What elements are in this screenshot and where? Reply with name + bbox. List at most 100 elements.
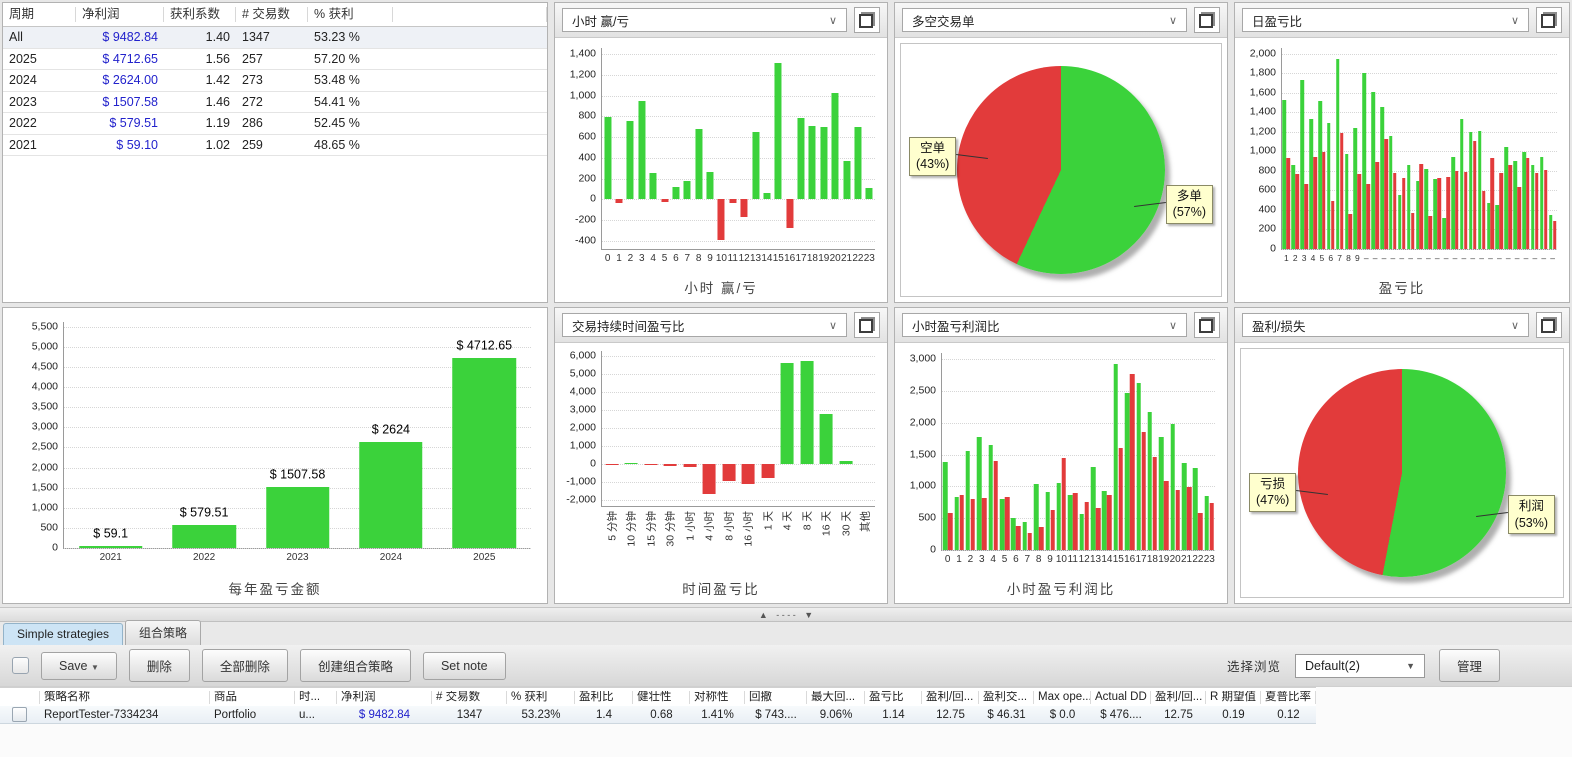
bar: [1415, 180, 1420, 249]
bar: [1113, 363, 1119, 550]
create-portfolio-button[interactable]: 创建组合策略: [299, 649, 411, 682]
select-all-checkbox[interactable]: [12, 657, 29, 674]
bar: [1548, 215, 1553, 249]
bar: [1455, 171, 1459, 249]
gridline: [942, 454, 1215, 456]
collapse-up-icon[interactable]: ▲: [758, 610, 768, 620]
gridline: [942, 359, 1215, 361]
tab-simple-strategies[interactable]: Simple strategies: [3, 623, 124, 645]
tab-portfolio-strategies[interactable]: 组合策略: [125, 620, 202, 645]
stats-cell: $ 2624.00: [102, 73, 158, 88]
bar: [683, 181, 691, 200]
strategy-cell: $ 0.0: [1049, 708, 1076, 721]
copy-chart-button[interactable]: [854, 312, 880, 338]
chart-select-dropdown[interactable]: 日盈亏比 ∨: [1242, 8, 1529, 32]
x-tick-label: 4: [990, 554, 996, 565]
x-tick-label: 8 小时: [723, 511, 736, 541]
gridline: [1282, 92, 1557, 94]
copy-chart-button[interactable]: [1536, 312, 1562, 338]
bar: [624, 462, 638, 464]
bar: [982, 498, 987, 550]
pie-callout: 多单 (57%): [1133, 185, 1213, 224]
chart-select-dropdown[interactable]: 盈利/损失 ∨: [1242, 313, 1529, 337]
bar: [977, 436, 982, 550]
y-tick-label: 0: [930, 543, 936, 556]
bar: [1107, 495, 1112, 550]
strategy-column-header: 对称性: [690, 690, 745, 704]
pie-frame: 利润 (53%) 亏损 (47%): [1240, 348, 1564, 598]
y-tick-label: 0: [52, 541, 58, 554]
copy-chart-button[interactable]: [1536, 7, 1562, 33]
chart-select-dropdown[interactable]: 小时盈亏利润比 ∨: [902, 313, 1187, 337]
bar: [839, 461, 853, 464]
x-tick-label: 2022: [192, 552, 216, 563]
gridline: [1282, 112, 1557, 114]
gridline: [64, 447, 531, 449]
strategy-column-header: Actual DD: [1091, 690, 1151, 704]
delete-button[interactable]: 删除: [128, 649, 190, 682]
bar: [1079, 513, 1084, 550]
stats-row: 2022 $ 579.51 1.19 286 52.45 %: [3, 113, 547, 135]
x-tick-label: –: [1514, 253, 1520, 263]
x-tick-label: –: [1443, 253, 1449, 263]
x-tick-label: 18: [1146, 554, 1158, 565]
bar: [729, 199, 737, 204]
bar: [808, 125, 816, 200]
chart-select-dropdown[interactable]: 多空交易单 ∨: [902, 8, 1187, 32]
bar: [1539, 156, 1544, 249]
collapse-down-icon[interactable]: ▼: [804, 610, 814, 620]
browse-select[interactable]: Default(2) ▼: [1294, 653, 1425, 678]
copy-chart-button[interactable]: [1194, 312, 1220, 338]
bar: [663, 463, 677, 467]
bar: [1004, 496, 1010, 550]
bar: [1472, 141, 1477, 249]
copy-chart-button[interactable]: [1194, 7, 1220, 33]
bar-value-label: $ 579.51: [179, 505, 229, 520]
strategy-cell: 12.75: [1164, 708, 1193, 721]
set-note-button[interactable]: Set note: [422, 651, 506, 680]
stats-cell: 2021: [9, 137, 37, 152]
y-tick-label: 2,500: [909, 384, 936, 397]
pointer-line: [1133, 201, 1166, 207]
copy-chart-button[interactable]: [854, 7, 880, 33]
gridline: [602, 54, 875, 56]
save-button[interactable]: Save ▼: [41, 651, 117, 680]
chart-select-dropdown[interactable]: 交易持续时间盈亏比 ∨: [562, 313, 847, 337]
bar: [661, 199, 669, 203]
strategy-row-checkbox[interactable]: [12, 707, 27, 722]
stats-cell: 272: [242, 94, 263, 109]
y-tick-label: 200: [578, 171, 596, 184]
stats-cell: 2024: [9, 73, 37, 88]
x-tick-label: 12: [738, 253, 750, 264]
y-tick-label: 0: [590, 457, 596, 470]
x-tick-label: –: [1408, 253, 1413, 263]
y-tick-label: 2,500: [31, 440, 58, 453]
x-tick-label: –: [1488, 253, 1493, 263]
chart-select-value: 小时盈亏利润比: [912, 319, 1000, 334]
bar: [1353, 128, 1358, 249]
manage-button[interactable]: 管理: [1438, 649, 1500, 682]
y-tick-label: 3,500: [31, 400, 58, 413]
x-tick-label: 30 分钟: [664, 511, 677, 547]
y-tick-label: 5,500: [31, 320, 58, 333]
gridline: [64, 548, 531, 549]
bar: [1513, 161, 1517, 249]
chart-select-dropdown[interactable]: 小时 赢/亏 ∨: [562, 8, 847, 32]
gridline: [602, 481, 875, 483]
bar: [1339, 132, 1344, 249]
chevron-down-icon: ∨: [1168, 14, 1177, 27]
bar: [672, 187, 680, 200]
panel-splitter[interactable]: ▲ - - - - ▼: [0, 607, 1572, 622]
bar: [1198, 513, 1203, 550]
bar: [1118, 447, 1124, 550]
yearly-profit-panel: 0 500 1,000 1,500 2,000 2,500 3,000 3,500 4,000 4…: [2, 307, 548, 604]
strategy-table-row[interactable]: ReportTester-7334234 Portfolio u... $ 9482.…: [0, 706, 1316, 724]
x-tick-label: 2: [627, 253, 634, 264]
chart-select-value: 小时 赢/亏: [572, 14, 629, 29]
bar: [774, 62, 782, 200]
stats-cell: 273: [242, 73, 263, 88]
delete-all-button[interactable]: 全部删除: [201, 649, 288, 682]
x-tick-label: 22: [852, 253, 864, 264]
arrow-down-icon: ▼: [1406, 660, 1415, 671]
y-tick-label: 800: [578, 109, 596, 122]
